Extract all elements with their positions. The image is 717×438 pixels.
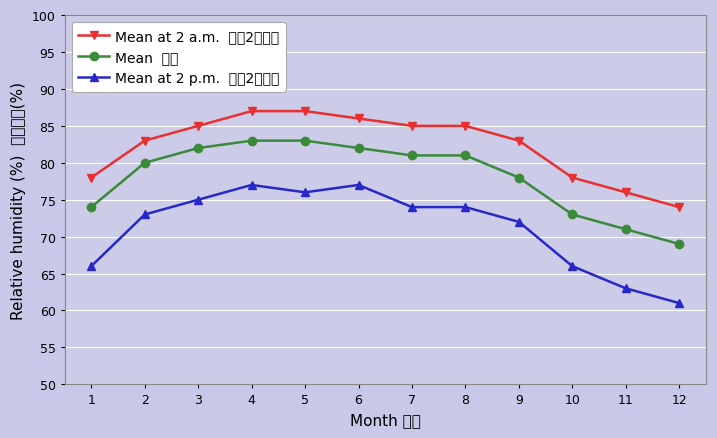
Mean at 2 a.m.  上全2時平均 xyxy=(515,139,523,144)
Mean at 2 p.m.  下全2時平均 xyxy=(515,220,523,225)
Mean at 2 p.m.  下全2時平均 xyxy=(461,205,470,210)
Mean at 2 a.m.  上全2時平均 xyxy=(141,139,149,144)
Line: Mean at 2 p.m.  下全2時平均: Mean at 2 p.m. 下全2時平均 xyxy=(87,181,683,307)
Mean at 2 p.m.  下全2時平均 xyxy=(675,301,683,306)
Mean at 2 a.m.  上全2時平均 xyxy=(194,124,202,129)
Mean  平均 xyxy=(354,146,363,151)
Mean at 2 p.m.  下全2時平均 xyxy=(141,212,149,218)
Mean  平均 xyxy=(87,205,95,210)
Mean  平均 xyxy=(515,176,523,181)
Mean  平均 xyxy=(194,146,202,151)
Mean at 2 a.m.  上全2時平均 xyxy=(622,190,630,195)
Mean at 2 a.m.  上全2時平均 xyxy=(568,176,576,181)
Mean at 2 p.m.  下全2時平均 xyxy=(247,183,256,188)
Line: Mean  平均: Mean 平均 xyxy=(87,137,683,249)
Mean  平均 xyxy=(622,227,630,232)
Mean at 2 a.m.  上全2時平均 xyxy=(87,176,95,181)
Mean at 2 a.m.  上全2時平均 xyxy=(354,117,363,122)
Mean at 2 p.m.  下全2時平均 xyxy=(87,264,95,269)
Mean at 2 p.m.  下全2時平均 xyxy=(622,286,630,291)
Mean at 2 a.m.  上全2時平均 xyxy=(408,124,417,129)
Mean at 2 p.m.  下全2時平均 xyxy=(408,205,417,210)
Mean at 2 p.m.  下全2時平均 xyxy=(300,190,309,195)
Mean at 2 p.m.  下全2時平均 xyxy=(354,183,363,188)
Mean  平均 xyxy=(141,161,149,166)
Mean at 2 a.m.  上全2時平均 xyxy=(461,124,470,129)
Mean  平均 xyxy=(568,212,576,218)
Mean  平均 xyxy=(300,139,309,144)
Line: Mean at 2 a.m.  上全2時平均: Mean at 2 a.m. 上全2時平均 xyxy=(87,108,683,212)
Mean at 2 p.m.  下全2時平均 xyxy=(194,198,202,203)
Mean  平均 xyxy=(675,242,683,247)
Mean at 2 p.m.  下全2時平均 xyxy=(568,264,576,269)
Mean at 2 a.m.  上全2時平均 xyxy=(675,205,683,210)
Legend: Mean at 2 a.m.  上全2時平均, Mean  平均, Mean at 2 p.m.  下全2時平均: Mean at 2 a.m. 上全2時平均, Mean 平均, Mean at … xyxy=(72,23,286,92)
Y-axis label: Relative humidity (%)  相對濕度(%): Relative humidity (%) 相對濕度(%) xyxy=(11,81,26,319)
Mean at 2 a.m.  上全2時平均 xyxy=(300,109,309,114)
Mean  平均 xyxy=(461,153,470,159)
X-axis label: Month 月份: Month 月份 xyxy=(350,412,421,427)
Mean at 2 a.m.  上全2時平均 xyxy=(247,109,256,114)
Mean  平均 xyxy=(408,153,417,159)
Mean  平均 xyxy=(247,139,256,144)
